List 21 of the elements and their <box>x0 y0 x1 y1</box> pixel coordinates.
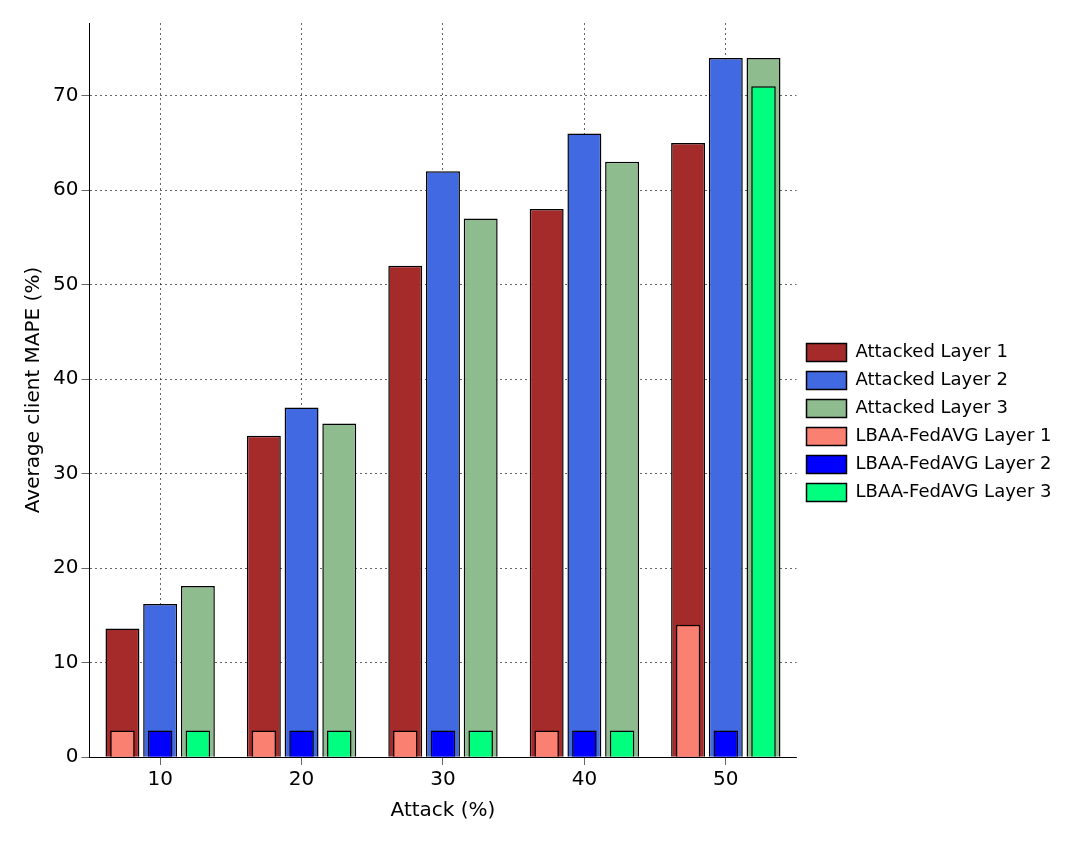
legend-label: LBAA-FedAVG Layer 2 <box>855 452 1052 474</box>
y-tick-label: 40 <box>53 365 79 390</box>
x-tick-label: 30 <box>430 766 456 791</box>
y-tick-label: 0 <box>65 743 79 768</box>
y-tick-label: 10 <box>53 648 79 673</box>
y-axis-title: Average client MAPE (%) <box>20 266 45 514</box>
y-tick-label: 70 <box>53 81 79 106</box>
legend-label: LBAA-FedAVG Layer 1 <box>855 424 1052 446</box>
legend-label: Attacked Layer 2 <box>855 368 1008 390</box>
y-tick-label: 30 <box>53 459 79 484</box>
legend-label: Attacked Layer 3 <box>855 396 1008 418</box>
x-axis-title: Attack (%) <box>390 797 496 822</box>
x-tick-label: 20 <box>288 766 315 791</box>
x-tick-label: 50 <box>713 766 739 791</box>
legend-label: LBAA-FedAVG Layer 3 <box>855 480 1052 502</box>
legend-label: Attacked Layer 1 <box>855 340 1008 362</box>
y-tick-label: 50 <box>53 270 79 295</box>
y-tick-label: 60 <box>53 176 79 201</box>
x-tick-label: 10 <box>147 766 173 791</box>
y-tick-label: 20 <box>53 554 79 579</box>
x-tick-label: 40 <box>571 766 598 791</box>
